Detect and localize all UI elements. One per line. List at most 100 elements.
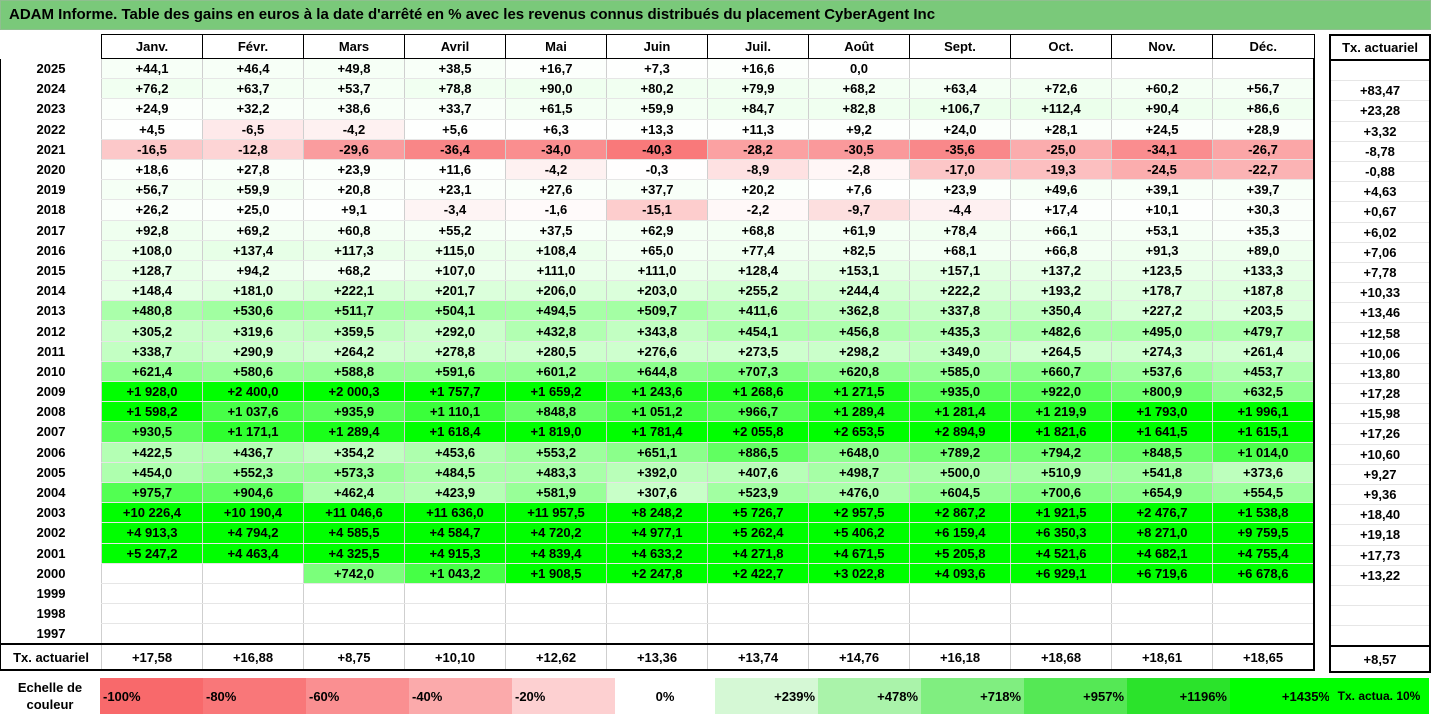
gain-cell: +4 977,1 bbox=[606, 522, 708, 544]
gain-cell: +5 262,4 bbox=[707, 522, 809, 544]
gain-cell: +4 521,6 bbox=[1010, 543, 1112, 564]
year-row: 2001 +5 247,2 +4 463,4 +4 325,5 +4 915,3 +4 8… bbox=[0, 543, 1315, 564]
footer-rate-cell: +13,36 bbox=[606, 643, 708, 672]
year-row: 2000 +742,0 +1 043,2 +1 908,5 +2 247,8 +2 422… bbox=[0, 563, 1315, 584]
gain-cell: +56,7 bbox=[1212, 78, 1315, 100]
gain-cell: +2 894,9 bbox=[909, 421, 1011, 443]
gain-cell bbox=[909, 603, 1011, 625]
gain-cell: +187,8 bbox=[1212, 280, 1315, 302]
gain-cell bbox=[1212, 623, 1315, 645]
year-label: 1998 bbox=[0, 603, 102, 624]
year-row: 1997 bbox=[0, 623, 1315, 645]
gain-cell: +108,4 bbox=[505, 240, 607, 261]
year-row: 2025 +44,1 +46,4 +49,8 +38,5 +16,7 +7,3 +16,6 0,… bbox=[0, 58, 1315, 80]
gain-cell: +509,7 bbox=[606, 300, 708, 322]
gain-cell: +2 422,7 bbox=[707, 563, 809, 584]
gain-cell bbox=[1212, 603, 1315, 625]
gain-cell: +648,0 bbox=[808, 442, 910, 463]
gain-cell bbox=[202, 623, 304, 645]
year-label: 2019 bbox=[0, 179, 102, 200]
gain-cell: +106,7 bbox=[909, 98, 1011, 120]
gain-cell: +10,1 bbox=[1111, 199, 1213, 221]
gain-cell bbox=[303, 583, 405, 605]
gain-cell: +206,0 bbox=[505, 280, 607, 302]
gain-cell: +8 271,0 bbox=[1111, 522, 1213, 544]
gain-cell: +660,7 bbox=[1010, 361, 1112, 383]
gain-cell: +66,1 bbox=[1010, 220, 1112, 241]
rate-cell: +6,02 bbox=[1329, 222, 1431, 243]
gain-cell: +407,6 bbox=[707, 462, 809, 483]
gain-cell bbox=[404, 603, 506, 625]
gain-cell: +2 867,2 bbox=[909, 502, 1011, 524]
gain-cell: +68,8 bbox=[707, 220, 809, 241]
gain-cell: +273,5 bbox=[707, 341, 809, 362]
gain-cell: +94,2 bbox=[202, 260, 304, 282]
gain-cell: -3,4 bbox=[404, 199, 506, 221]
gain-cell: +37,5 bbox=[505, 220, 607, 241]
gain-cell: +28,1 bbox=[1010, 119, 1112, 140]
rate-cell: +83,47 bbox=[1329, 80, 1431, 102]
gain-cell: +307,6 bbox=[606, 482, 708, 504]
year-label: 2024 bbox=[0, 78, 102, 99]
gain-cell: +23,9 bbox=[303, 159, 405, 181]
rate-cell: +9,36 bbox=[1329, 484, 1431, 506]
gain-cell: +2 055,8 bbox=[707, 421, 809, 443]
scale-swatch: +478% bbox=[818, 678, 921, 714]
scale-swatch: 0% bbox=[615, 678, 715, 714]
rate-cell: +0,67 bbox=[1329, 201, 1431, 223]
gain-cell: +4 794,2 bbox=[202, 522, 304, 544]
rate-cell: -0,88 bbox=[1329, 161, 1431, 183]
gain-cell: +350,4 bbox=[1010, 300, 1112, 322]
gain-cell: +4 093,6 bbox=[909, 563, 1011, 584]
year-row: 2017 +92,8 +69,2 +60,8 +55,2 +37,5 +62,9 +68,8 +… bbox=[0, 220, 1315, 241]
gain-cell: +79,9 bbox=[707, 78, 809, 100]
gain-cell: +1 659,2 bbox=[505, 381, 607, 403]
year-label: 2014 bbox=[0, 280, 102, 301]
year-row: 2021 -16,5 -12,8 -29,6 -36,4 -34,0 -40,3 -28,2-… bbox=[0, 139, 1315, 160]
scale-swatch: +1435% bbox=[1230, 678, 1333, 714]
gain-cell: +436,7 bbox=[202, 442, 304, 463]
gain-cell: +1 037,6 bbox=[202, 401, 304, 423]
rate-cell: +4,63 bbox=[1329, 181, 1431, 203]
gain-cell: +479,7 bbox=[1212, 320, 1315, 342]
gain-cell: +604,5 bbox=[909, 482, 1011, 504]
gain-cell: +6 350,3 bbox=[1010, 522, 1112, 544]
gain-cell: +484,5 bbox=[404, 462, 506, 483]
footer-row: Tx. actuariel +17,58 +16,88 +8,75 +10,10 +12… bbox=[0, 643, 1315, 672]
gain-cell: -22,7 bbox=[1212, 159, 1315, 181]
gain-cell: +707,3 bbox=[707, 361, 809, 383]
month-header: Juil. bbox=[707, 34, 809, 59]
gain-cell: -25,0 bbox=[1010, 139, 1112, 160]
gain-cell: +13,3 bbox=[606, 119, 708, 140]
gain-cell: +59,9 bbox=[202, 179, 304, 201]
gain-cell: +6 678,6 bbox=[1212, 563, 1315, 584]
scale-swatch: -100% bbox=[100, 678, 203, 714]
year-label: 2018 bbox=[0, 199, 102, 220]
year-row: 2008 +1 598,2 +1 037,6 +935,9 +1 110,1 +848,8… bbox=[0, 401, 1315, 423]
rate-cell: +13,22 bbox=[1329, 565, 1431, 586]
gain-cell: +35,3 bbox=[1212, 220, 1315, 241]
gain-cell: +16,6 bbox=[707, 58, 809, 80]
gain-cell: +504,1 bbox=[404, 300, 506, 322]
rate-cell: +12,58 bbox=[1329, 322, 1431, 344]
gain-cell bbox=[202, 603, 304, 625]
gain-cell: +632,5 bbox=[1212, 381, 1315, 403]
gain-cell bbox=[808, 603, 910, 625]
scale-label: Echelle de couleur bbox=[17, 680, 83, 712]
gain-cell: +8 248,2 bbox=[606, 502, 708, 524]
gain-cell: +227,2 bbox=[1111, 300, 1213, 322]
gain-cell: +362,8 bbox=[808, 300, 910, 322]
gain-cell: +38,6 bbox=[303, 98, 405, 120]
gain-cell: +651,1 bbox=[606, 442, 708, 463]
year-label: 2013 bbox=[0, 300, 102, 321]
gain-cell: +500,0 bbox=[909, 462, 1011, 483]
gain-cell bbox=[1010, 623, 1112, 645]
gain-cell: -26,7 bbox=[1212, 139, 1315, 160]
gain-cell: +60,8 bbox=[303, 220, 405, 241]
rate-cell: +10,60 bbox=[1329, 444, 1431, 465]
gain-cell: +1 819,0 bbox=[505, 421, 607, 443]
gain-cell: +193,2 bbox=[1010, 280, 1112, 302]
gain-cell: -29,6 bbox=[303, 139, 405, 160]
gain-cell: +115,0 bbox=[404, 240, 506, 261]
gain-cell: +4 584,7 bbox=[404, 522, 506, 544]
